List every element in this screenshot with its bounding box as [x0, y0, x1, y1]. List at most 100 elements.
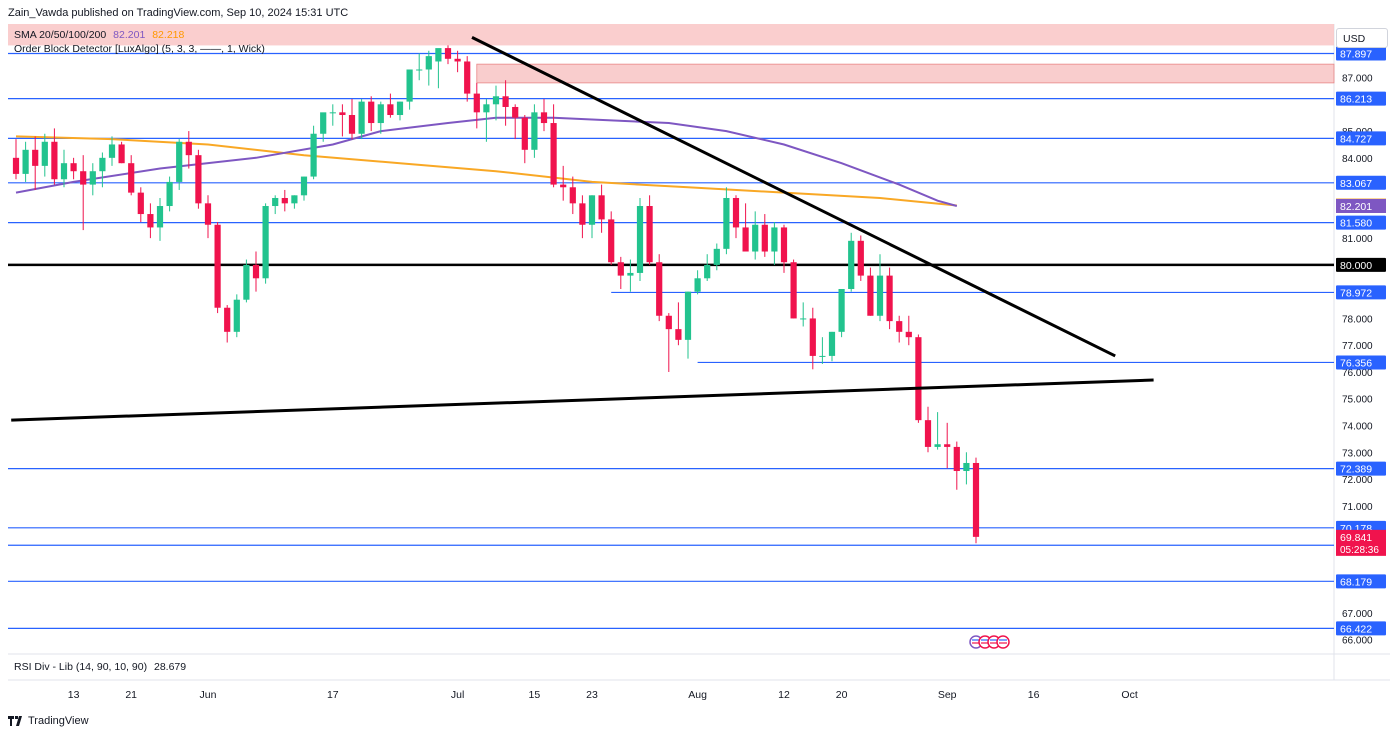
candle-body — [243, 264, 250, 300]
time-tick-label: 12 — [778, 689, 790, 701]
candle-body — [70, 163, 77, 172]
candle-body — [560, 184, 567, 188]
candle-body — [694, 278, 701, 292]
candle-body — [771, 227, 778, 252]
candle-body — [483, 104, 490, 113]
candle-body — [646, 206, 653, 263]
candle-body — [406, 69, 413, 102]
candle-body — [656, 262, 663, 316]
candle-body — [204, 203, 212, 225]
candle-body — [617, 262, 624, 276]
candle-body — [800, 318, 807, 320]
candle-body — [915, 337, 922, 421]
candle-body — [598, 195, 605, 220]
candle-body — [502, 96, 509, 107]
last-price-tag-bg — [1336, 529, 1386, 556]
price-tick-label: 73.000 — [1342, 448, 1373, 459]
candle-body — [444, 48, 452, 59]
candle-body — [99, 157, 106, 172]
level-price-tag-bg — [1336, 215, 1386, 230]
currency-selector[interactable]: USD — [1336, 28, 1388, 48]
level-price-tag-bg — [1336, 461, 1386, 476]
order-block-legend[interactable]: Order Block Detector [LuxAlgo] (5, 3, 3,… — [14, 43, 265, 55]
price-tick-label: 78.000 — [1342, 314, 1373, 325]
time-tick-label: Oct — [1121, 689, 1137, 701]
candle-body — [89, 171, 96, 185]
candle-body — [838, 288, 845, 332]
candle-body — [790, 262, 797, 319]
time-tick-label: 13 — [68, 689, 80, 701]
sma-legend[interactable]: SMA 20/50/100/200 82.201 82.218 — [14, 29, 184, 41]
candle-body — [156, 206, 164, 228]
candle-body — [454, 58, 461, 62]
candle-body — [272, 197, 279, 207]
candle-body — [387, 104, 394, 116]
rsi-legend[interactable]: RSI Div - Lib (14, 90, 10, 90) 28.679 — [14, 661, 186, 673]
price-tick-label: 74.000 — [1342, 422, 1373, 433]
candle-body — [540, 112, 548, 124]
price-tick-label: 77.000 — [1342, 341, 1373, 352]
level-price-tag: 86.213 — [1340, 94, 1372, 106]
level-price-tag-bg — [1336, 175, 1386, 190]
candle-body — [137, 192, 144, 215]
candle-body — [416, 69, 423, 71]
candle-body — [608, 219, 615, 263]
price-tick-label: 84.000 — [1342, 154, 1373, 165]
candle-body — [22, 149, 29, 174]
candle-body — [224, 307, 231, 332]
candle-body — [51, 141, 58, 180]
candle-body — [579, 203, 586, 225]
candle-body — [320, 112, 327, 134]
candle-body — [752, 224, 759, 252]
candle-body — [569, 187, 576, 204]
footer-brand[interactable]: TradingView — [8, 715, 89, 727]
candle-body — [665, 315, 672, 330]
candle-body — [963, 462, 970, 472]
time-tick-label: 17 — [327, 689, 339, 701]
candle-body — [934, 444, 941, 447]
price-tick-label: 87.000 — [1342, 74, 1373, 85]
price-tick-label: 67.000 — [1342, 609, 1373, 620]
candle-body — [233, 299, 240, 332]
candle-body — [252, 264, 260, 279]
candle-body — [464, 61, 471, 94]
level-price-tag: 66.422 — [1340, 623, 1372, 635]
candle-body — [713, 248, 720, 265]
bar-countdown: 05:28:36 — [1340, 545, 1379, 556]
major-level-price-tag-bg — [1336, 257, 1386, 272]
candle-body — [732, 197, 740, 228]
candle-body — [12, 157, 20, 174]
candle-body — [300, 176, 308, 196]
economic-event-icon[interactable] — [996, 635, 1010, 649]
level-price-tag: 78.972 — [1340, 287, 1372, 299]
candle-body — [761, 224, 768, 252]
candle-body — [627, 272, 634, 276]
time-tick-label: 21 — [125, 689, 137, 701]
price-tick-label: 81.000 — [1342, 234, 1373, 245]
time-tick-label: 23 — [586, 689, 598, 701]
candle-body — [972, 462, 980, 537]
price-tick-label: 76.000 — [1342, 368, 1373, 379]
candle-body — [896, 321, 903, 332]
candle-body — [214, 224, 221, 308]
time-tick-label: Jun — [200, 689, 217, 701]
trendline — [11, 378, 1154, 422]
level-price-tag: 68.179 — [1340, 576, 1372, 588]
candle-body — [195, 155, 202, 204]
level-price-tag: 72.389 — [1340, 464, 1372, 476]
level-price-tag-bg — [1336, 621, 1386, 636]
candle-body — [809, 318, 816, 356]
candle-body — [80, 171, 87, 185]
candle-body — [339, 112, 346, 116]
candle-body — [425, 56, 432, 70]
candle-body — [944, 444, 951, 447]
candle-body — [886, 275, 893, 322]
candle-body — [166, 181, 173, 207]
candle-body — [953, 446, 960, 472]
sma-orange-line — [15, 135, 957, 207]
candle-body — [531, 112, 538, 150]
level-price-tag-bg — [1336, 46, 1386, 61]
candle-body — [550, 123, 557, 185]
